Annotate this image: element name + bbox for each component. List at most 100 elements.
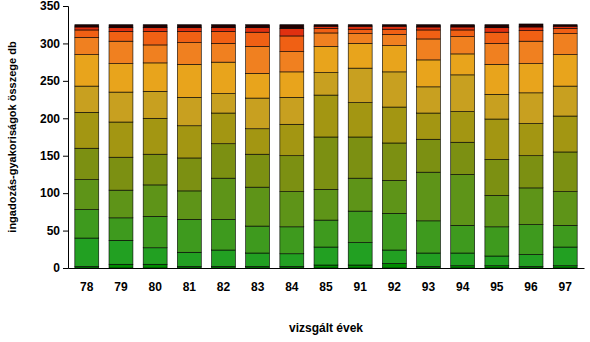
bar-segment xyxy=(382,250,406,263)
bar-segment xyxy=(348,178,372,211)
x-tick-label: 80 xyxy=(148,280,162,294)
bar-segment xyxy=(553,25,577,26)
bar-segment xyxy=(451,112,475,143)
bar-segment xyxy=(212,28,236,32)
bar-segment xyxy=(314,73,338,95)
x-tick-label: 85 xyxy=(319,280,333,294)
bar-segment xyxy=(519,27,543,31)
bar-segment xyxy=(143,216,167,247)
bar-segment xyxy=(417,27,441,30)
bar-segment xyxy=(143,185,167,216)
bar-segment xyxy=(382,180,406,213)
bar-segment xyxy=(109,92,133,122)
x-tick: 85 xyxy=(319,280,333,294)
bar-segment xyxy=(519,124,543,156)
bar-segment xyxy=(451,266,475,268)
bar-segment xyxy=(143,31,167,44)
bar-segment xyxy=(109,157,133,190)
bar-segment xyxy=(382,26,406,29)
y-axis-title: ingadozás-gyakoriságok összege db xyxy=(6,41,18,233)
bar-segment xyxy=(177,219,201,252)
x-tick-label: 81 xyxy=(183,280,197,294)
bar-segment xyxy=(75,180,99,210)
bar-segment xyxy=(451,75,475,112)
x-tick-label: 91 xyxy=(353,280,367,294)
bar-segment xyxy=(553,225,577,247)
x-tick-label: 93 xyxy=(422,280,436,294)
x-tick: 81 xyxy=(183,280,197,294)
bar-segment xyxy=(143,264,167,268)
bar-segment xyxy=(519,64,543,93)
x-tick-label: 96 xyxy=(524,280,538,294)
bar-segment xyxy=(382,29,406,34)
bar-segment xyxy=(417,172,441,221)
bar-segment xyxy=(75,30,99,37)
bar-segment xyxy=(143,248,167,264)
x-tick-label: 84 xyxy=(285,280,299,294)
bar-segment xyxy=(451,253,475,266)
bar-segment xyxy=(314,265,338,268)
plot: 0501001502002503003507879808182838485919… xyxy=(40,0,585,294)
bar-segment xyxy=(177,31,201,42)
y-tick: 250 xyxy=(40,74,68,88)
bar-segment xyxy=(348,103,372,137)
bar-segment xyxy=(451,25,475,27)
bar-segment xyxy=(485,256,509,266)
bar-segment xyxy=(109,31,133,41)
x-tick-label: 78 xyxy=(80,280,94,294)
bar-segment xyxy=(485,159,509,195)
bar-segment xyxy=(485,64,509,94)
bar-segment xyxy=(314,46,338,72)
y-tick-mark xyxy=(63,6,68,7)
bar-segment xyxy=(417,139,441,172)
bar-segment xyxy=(451,142,475,174)
bar-segment xyxy=(75,37,99,54)
bar-segment xyxy=(143,63,167,91)
bar-segment xyxy=(451,30,475,37)
bar-segment xyxy=(212,31,236,43)
x-axis: 787980818283848591929394959697 xyxy=(69,269,585,294)
x-tick: 82 xyxy=(217,280,231,294)
bar-segment xyxy=(246,46,270,73)
bar-segment xyxy=(177,252,201,266)
bar-segment xyxy=(314,33,338,46)
bar-segment xyxy=(348,68,372,102)
bar-segment xyxy=(553,86,577,116)
bar-segment xyxy=(280,254,304,267)
bar-segment xyxy=(143,118,167,154)
bar-segment xyxy=(280,25,304,29)
x-tick: 96 xyxy=(524,280,538,294)
bar-segment xyxy=(314,220,338,247)
bar-segment xyxy=(75,86,99,112)
bar-segment xyxy=(451,54,475,75)
bar-segment xyxy=(553,152,577,192)
bar-segment xyxy=(177,191,201,219)
x-tick: 84 xyxy=(285,280,299,294)
bar-segment xyxy=(109,122,133,157)
bar-segment xyxy=(212,113,236,144)
bar-segment xyxy=(109,25,133,28)
bar-segment xyxy=(177,43,201,65)
y-tick: 0 xyxy=(53,261,68,275)
bar-segment xyxy=(451,174,475,225)
bar-segment xyxy=(485,43,509,64)
bar-segment xyxy=(553,28,577,33)
bar-segment xyxy=(485,28,509,32)
bar-segment xyxy=(280,124,304,155)
y-tick-mark xyxy=(63,43,68,44)
bar-segment xyxy=(246,25,270,28)
x-tick-label: 83 xyxy=(251,280,265,294)
y-tick-label: 50 xyxy=(47,224,61,238)
bar-segment xyxy=(348,211,372,242)
bar-segment xyxy=(109,240,133,264)
bar-segment xyxy=(212,62,236,93)
bar-segment xyxy=(177,126,201,158)
bar-segment xyxy=(143,45,167,63)
bar-segment xyxy=(212,250,236,266)
bar-segment xyxy=(109,28,133,32)
bar-segment xyxy=(280,72,304,97)
bar-segment xyxy=(451,27,475,30)
bar-segment xyxy=(348,34,372,44)
bar-segment xyxy=(417,39,441,60)
x-axis-line xyxy=(69,268,585,269)
